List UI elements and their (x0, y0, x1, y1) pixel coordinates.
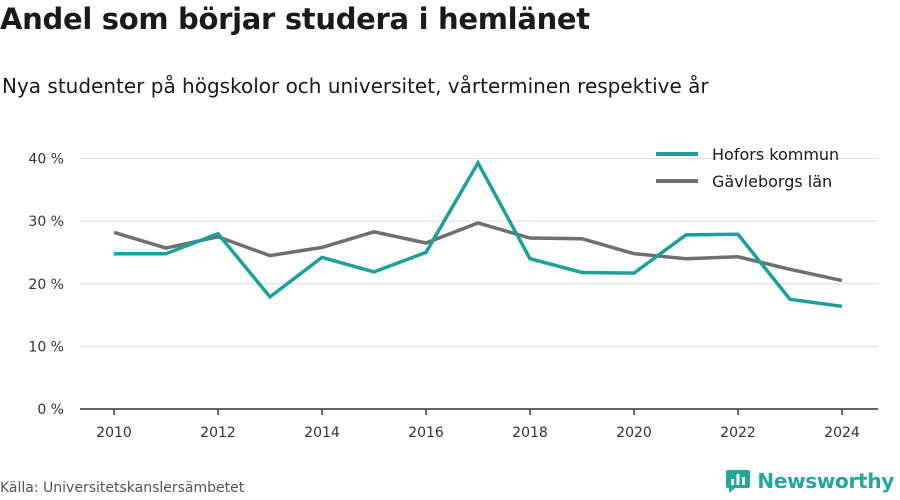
y-tick-label: 40 % (28, 152, 64, 168)
brand: Newsworthy (725, 468, 894, 494)
x-tick-label: 2022 (720, 425, 756, 441)
x-tick-label: 2012 (200, 425, 236, 441)
chart-subtitle: Nya studenter på högskolor och universit… (2, 74, 709, 98)
y-tick-label: 30 % (28, 214, 64, 230)
series-line-hofors-kommun (114, 159, 843, 309)
x-tick-label: 2010 (96, 425, 132, 441)
y-axis-ticks: 0 % 10 % 20 % 30 % 40 % (28, 152, 64, 419)
legend-label: Gävleborgs län (712, 172, 832, 191)
line-chart: 0 % 10 % 20 % 30 % 40 % 2010 2012 2014 2016 2018… (28, 145, 878, 441)
y-gridlines (80, 158, 878, 347)
series-lines (113, 159, 843, 309)
source-note: Källa: Universitetskanslersämbetet (0, 480, 245, 496)
chart-title: Andel som börjar studera i hemlänet (0, 2, 590, 36)
legend: Hofors kommun Gävleborgs län (656, 145, 839, 191)
newsworthy-logo-icon (726, 470, 751, 493)
x-tick-label: 2024 (824, 425, 860, 441)
y-tick-label: 0 % (37, 402, 64, 418)
brand-name: Newsworthy (757, 469, 894, 493)
y-tick-label: 10 % (28, 339, 64, 355)
series-line-gävleborgs-län (113, 221, 843, 283)
x-axis: 2010 2012 2014 2016 2018 2020 2022 2024 (80, 408, 878, 441)
x-tick-label: 2020 (616, 425, 652, 441)
legend-label: Hofors kommun (712, 145, 839, 164)
y-tick-label: 20 % (28, 277, 64, 293)
x-tick-label: 2016 (408, 425, 444, 441)
x-tick-label: 2014 (304, 425, 340, 441)
x-tick-label: 2018 (512, 425, 548, 441)
